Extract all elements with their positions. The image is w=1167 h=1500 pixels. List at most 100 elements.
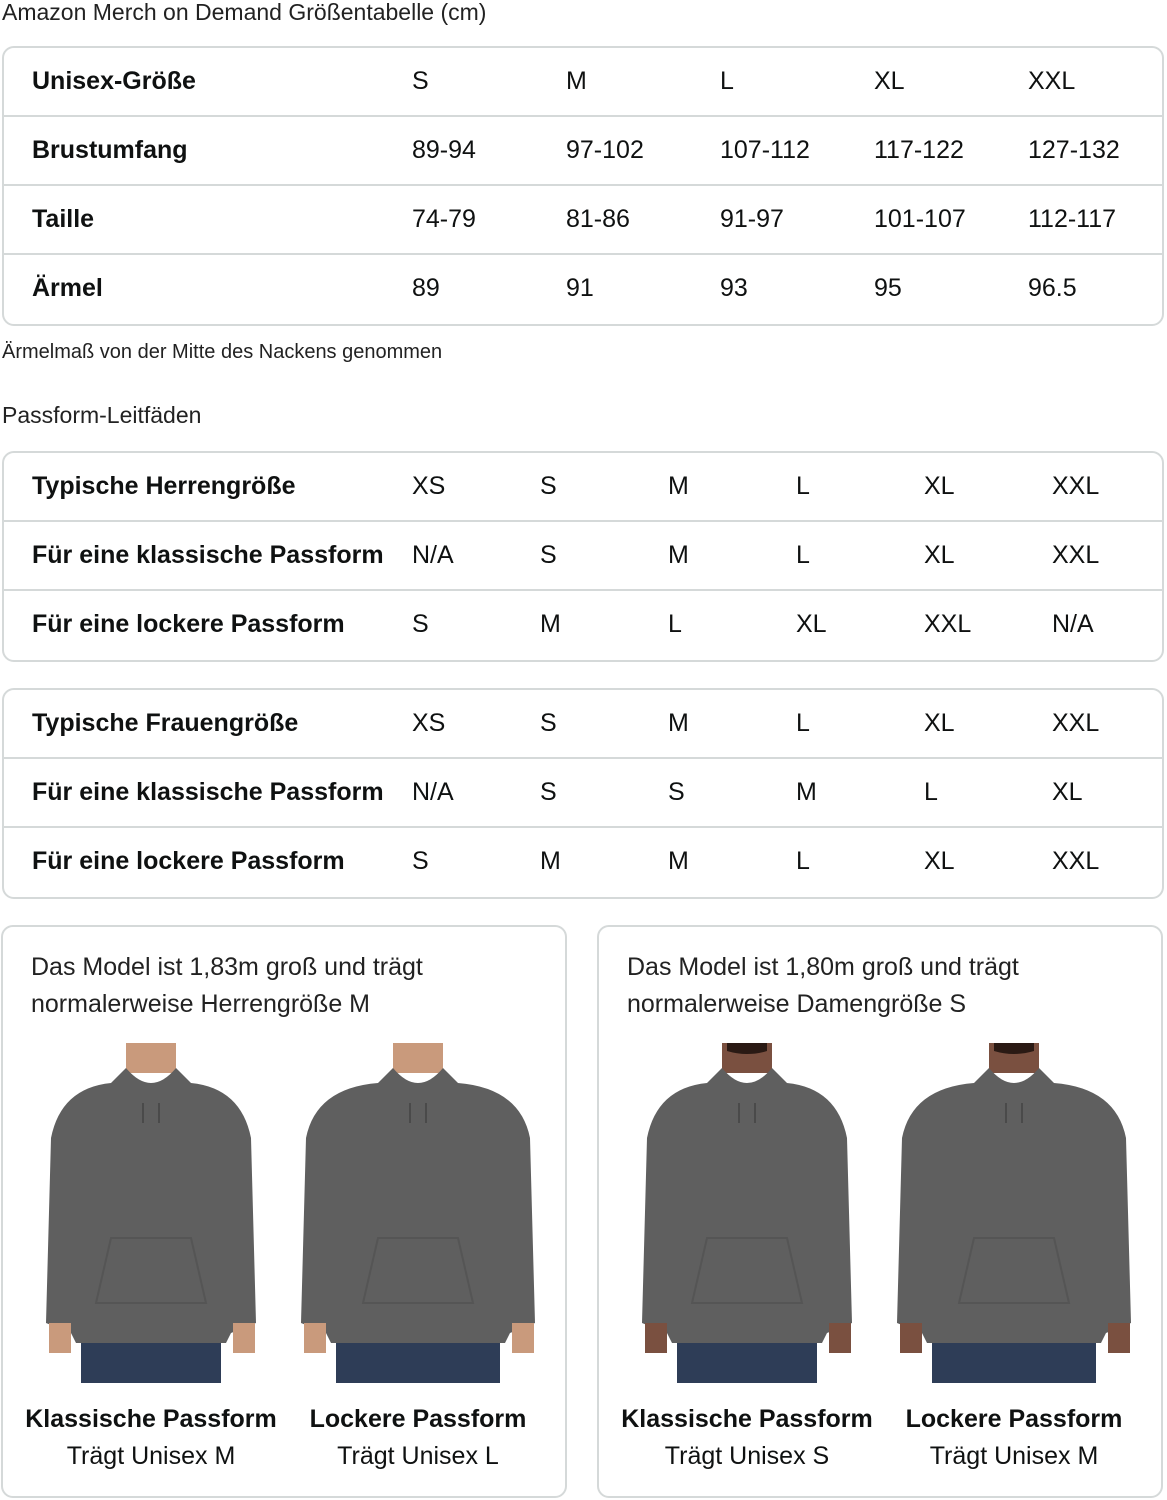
- fit-label: Lockere Passform: [309, 1405, 527, 1433]
- table-row: Für eine klassische Passform N/A S M L XL XXL: [4, 522, 1162, 591]
- hoodie: [897, 1068, 1131, 1343]
- model-neck: [126, 1043, 176, 1073]
- cell: S: [540, 472, 557, 500]
- cell: XL: [1052, 778, 1083, 806]
- model-figure: Lockere Passform Trägt Unisex L: [288, 1043, 548, 1471]
- cell: XL: [796, 610, 827, 638]
- cell: XL: [874, 67, 905, 95]
- fit-label: Lockere Passform: [905, 1405, 1123, 1433]
- cell: XXL: [1052, 472, 1100, 500]
- row-label: Brustumfang: [32, 136, 188, 164]
- wears-size: Trägt Unisex M: [929, 1442, 1099, 1470]
- fit-guide-title: Passform-Leitfäden: [2, 402, 202, 428]
- row-label: Typische Frauengröße: [32, 709, 299, 737]
- cell: XL: [924, 847, 955, 875]
- cell: N/A: [1052, 610, 1094, 638]
- model-photo: [301, 1043, 535, 1383]
- model-photo: [897, 1043, 1131, 1383]
- cell: L: [796, 709, 810, 737]
- cell: XL: [924, 541, 955, 569]
- cell: XXL: [924, 610, 972, 638]
- cell: M: [668, 472, 689, 500]
- cell: 112-117: [1028, 205, 1117, 233]
- sleeve-note: Ärmelmaß von der Mitte des Nackens genom…: [2, 341, 443, 363]
- cell: M: [566, 67, 587, 95]
- row-label: Unisex-Größe: [32, 67, 196, 95]
- cell: N/A: [412, 778, 454, 806]
- cell: 93: [720, 274, 748, 302]
- cell: 91: [566, 274, 594, 302]
- hoodie-pocket: [94, 1237, 208, 1304]
- hoodie-pocket: [957, 1237, 1071, 1304]
- men-model-card: Das Model ist 1,83m groß und trägt norma…: [1, 925, 567, 1498]
- cell: XXL: [1028, 67, 1076, 95]
- table-row: Für eine lockere Passform S M L XL XXL N/A: [4, 591, 1162, 660]
- cell: L: [796, 472, 810, 500]
- row-label: Für eine lockere Passform: [32, 610, 345, 638]
- cell: 74-79: [412, 205, 476, 233]
- row-label: Für eine lockere Passform: [32, 847, 345, 875]
- hoodie-pocket: [361, 1237, 475, 1304]
- cell: 117-122: [874, 136, 964, 164]
- wears-size: Trägt Unisex M: [66, 1442, 236, 1470]
- cell: S: [540, 709, 557, 737]
- jeans: [81, 1343, 221, 1383]
- row-label: Für eine klassische Passform: [32, 778, 384, 806]
- model-figure: Klassische Passform Trägt Unisex S: [617, 1043, 877, 1471]
- fit-label: Klassische Passform: [621, 1405, 873, 1433]
- cell: S: [412, 610, 429, 638]
- cell: XXL: [1052, 847, 1100, 875]
- row-label: Taille: [32, 205, 95, 233]
- page-title: Amazon Merch on Demand Größentabelle (cm…: [2, 0, 487, 25]
- row-label: Für eine klassische Passform: [32, 541, 384, 569]
- cell: L: [720, 67, 734, 95]
- wears-size: Trägt Unisex L: [337, 1442, 499, 1470]
- model-photo: [46, 1043, 256, 1383]
- cell: XS: [412, 472, 446, 500]
- table-row: Für eine lockere Passform S M M L XL XXL: [4, 828, 1162, 897]
- cell: 81-86: [566, 205, 630, 233]
- cell: M: [668, 709, 689, 737]
- cell: 91-97: [720, 205, 784, 233]
- model-figure: Lockere Passform Trägt Unisex M: [884, 1043, 1144, 1471]
- jeans: [336, 1343, 500, 1383]
- table-row: Typische Frauengröße XS S M L XL XXL: [4, 690, 1162, 759]
- cell: XXL: [1052, 541, 1100, 569]
- size-table: Unisex-Größe S M L XL XXL Brustumfang 89-94 97-1…: [2, 46, 1164, 326]
- cell: 96.5: [1028, 274, 1077, 302]
- row-label: Ärmel: [32, 274, 103, 302]
- cell: L: [796, 541, 810, 569]
- cell: 107-112: [720, 136, 810, 164]
- table-row: Brustumfang 89-94 97-102 107-112 117-122 127-…: [4, 117, 1162, 186]
- table-row: Unisex-Größe S M L XL XXL: [4, 48, 1162, 117]
- wears-size: Trägt Unisex S: [664, 1442, 830, 1470]
- fit-label: Klassische Passform: [25, 1405, 277, 1433]
- cell: L: [924, 778, 938, 806]
- men-fit-table: Typische Herrengröße XS S M L XL XXL Für eine k…: [2, 451, 1164, 662]
- jeans: [677, 1343, 817, 1383]
- cell: S: [540, 541, 557, 569]
- cell: 127-132: [1028, 136, 1120, 164]
- row-label: Typische Herrengröße: [32, 472, 296, 500]
- table-row: Ärmel 89 91 93 95 96.5: [4, 255, 1162, 324]
- cell: S: [412, 847, 429, 875]
- table-row: Für eine klassische Passform N/A S S M L XL: [4, 759, 1162, 828]
- cell: M: [540, 610, 561, 638]
- hoodie: [642, 1068, 852, 1343]
- table-row: Taille 74-79 81-86 91-97 101-107 112-117: [4, 186, 1162, 255]
- cell: 97-102: [566, 136, 644, 164]
- cell: 95: [874, 274, 902, 302]
- cell: M: [540, 847, 561, 875]
- cell: L: [796, 847, 810, 875]
- model-figure: Klassische Passform Trägt Unisex M: [21, 1043, 281, 1471]
- hoodie-pocket: [690, 1237, 804, 1304]
- model-neck: [393, 1043, 443, 1073]
- jeans: [932, 1343, 1096, 1383]
- cell: XXL: [1052, 709, 1100, 737]
- cell: 89: [412, 274, 440, 302]
- women-fit-table: Typische Frauengröße XS S M L XL XXL Für eine k…: [2, 688, 1164, 899]
- cell: 101-107: [874, 205, 966, 233]
- cell: S: [412, 67, 429, 95]
- model-photo: [642, 1043, 852, 1383]
- cell: S: [668, 778, 685, 806]
